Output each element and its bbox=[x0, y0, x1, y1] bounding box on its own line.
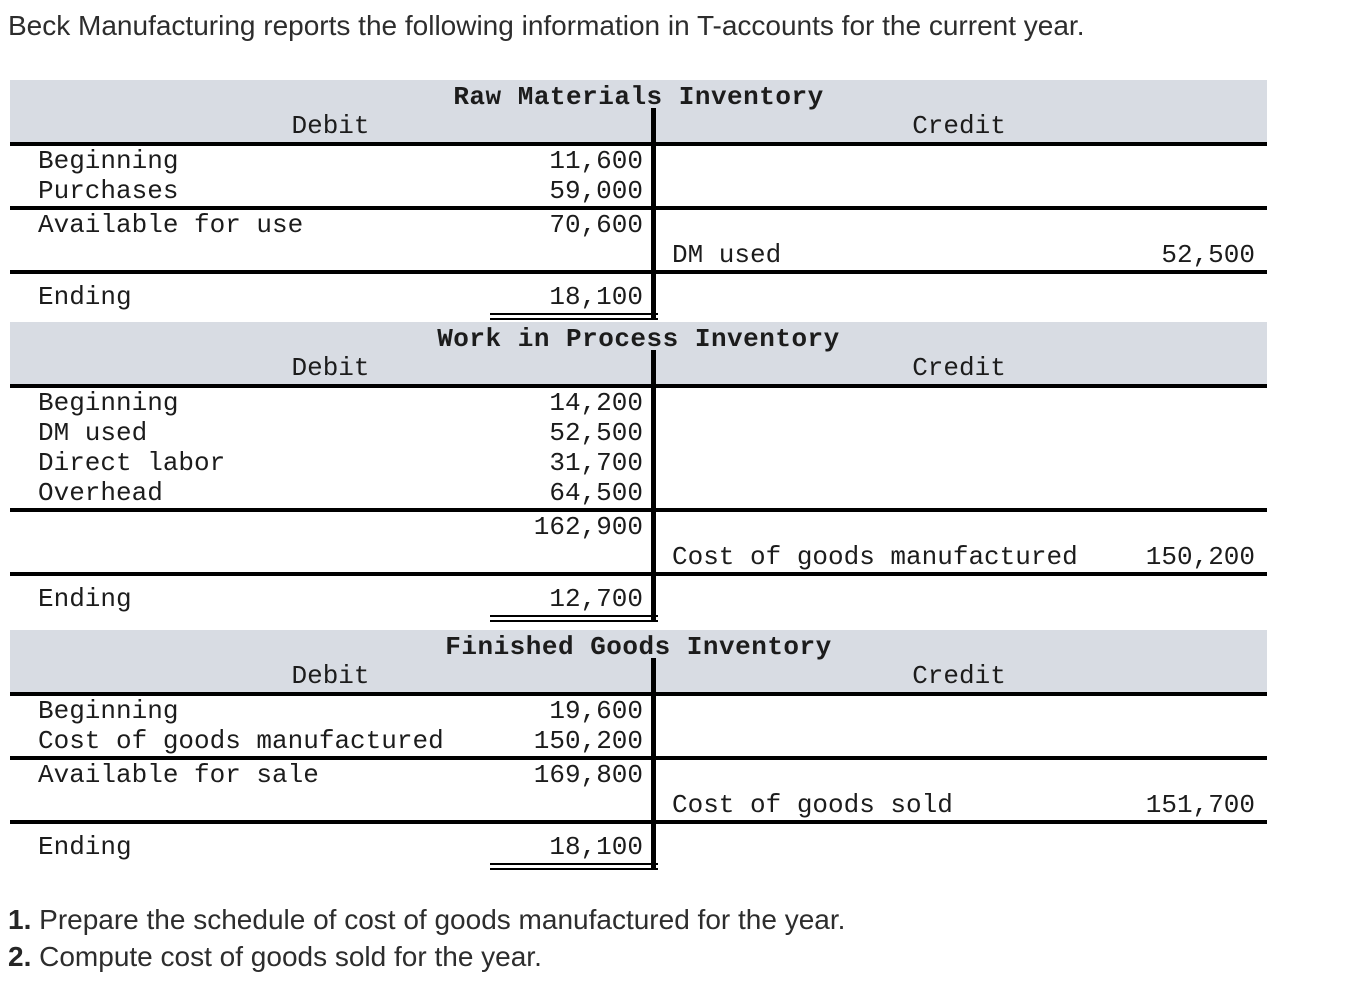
credit-column-header: Credit bbox=[912, 353, 1006, 383]
table-row: DM used 52,500 bbox=[10, 240, 1267, 270]
debit-column-header: Debit bbox=[291, 661, 370, 691]
section-rule bbox=[10, 206, 1267, 210]
entry-label: Beginning bbox=[38, 146, 179, 176]
entry-label: Purchases bbox=[38, 176, 179, 206]
entry-label: DM used bbox=[38, 418, 148, 448]
task-item-2: 2. Compute cost of goods sold for the ye… bbox=[8, 940, 542, 974]
entry-amount: 64,500 bbox=[549, 478, 643, 508]
entry-amount: 18,100 bbox=[549, 832, 643, 862]
account-header: Raw Materials Inventory Debit Credit bbox=[10, 80, 1267, 142]
entry-amount: 150,200 bbox=[533, 726, 643, 756]
table-row: Cost of goods manufactured 150,200 bbox=[10, 542, 1267, 572]
header-rule bbox=[10, 692, 1267, 696]
entry-amount: 169,800 bbox=[533, 760, 643, 790]
double-rule bbox=[490, 313, 658, 320]
column-header-row: Debit Credit bbox=[10, 354, 1267, 384]
entry-label: Overhead bbox=[38, 478, 163, 508]
account-header: Work in Process Inventory Debit Credit bbox=[10, 322, 1267, 384]
account-title: Raw Materials Inventory bbox=[453, 82, 824, 112]
header-rule bbox=[10, 142, 1267, 146]
t-divider-line bbox=[651, 350, 656, 622]
entry-amount: 19,600 bbox=[549, 696, 643, 726]
table-row: Available for sale 169,800 bbox=[10, 760, 1267, 790]
section-rule bbox=[10, 820, 1267, 824]
table-row: Cost of goods manufactured 150,200 bbox=[10, 726, 1267, 756]
entry-label: Cost of goods sold bbox=[672, 790, 953, 820]
column-header-row: Debit Credit bbox=[10, 112, 1267, 142]
entry-label: Ending bbox=[38, 832, 132, 862]
entry-label: Available for sale bbox=[38, 760, 319, 790]
ending-balance-row: Ending 18,100 bbox=[10, 824, 1267, 870]
entry-amount: 150,200 bbox=[1145, 542, 1255, 572]
entry-label: Cost of goods manufactured bbox=[38, 726, 444, 756]
section-rule bbox=[10, 508, 1267, 512]
table-row: Direct labor 31,700 bbox=[10, 448, 1267, 478]
header-rule bbox=[10, 384, 1267, 388]
t-divider-line bbox=[651, 658, 656, 870]
account-header: Finished Goods Inventory Debit Credit bbox=[10, 630, 1267, 692]
table-row: Available for use 70,600 bbox=[10, 210, 1267, 240]
table-row: Purchases 59,000 bbox=[10, 176, 1267, 206]
table-row: Beginning 11,600 bbox=[10, 146, 1267, 176]
entry-label: DM used bbox=[672, 240, 782, 270]
t-account-finished-goods: Finished Goods Inventory Debit Credit Be… bbox=[10, 630, 1267, 870]
task-number: 1. bbox=[8, 904, 32, 935]
entry-label: Beginning bbox=[38, 388, 179, 418]
section-rule bbox=[10, 756, 1267, 760]
ending-balance-row: Ending 12,700 bbox=[10, 576, 1267, 622]
entry-label: Ending bbox=[38, 282, 132, 312]
entry-amount: 59,000 bbox=[549, 176, 643, 206]
task-text: Prepare the schedule of cost of goods ma… bbox=[31, 904, 846, 935]
task-item-1: 1. Prepare the schedule of cost of goods… bbox=[8, 903, 845, 937]
entry-label: Beginning bbox=[38, 696, 179, 726]
ending-balance-row: Ending 18,100 bbox=[10, 274, 1267, 320]
section-rule bbox=[10, 270, 1267, 274]
table-row: Overhead 64,500 bbox=[10, 478, 1267, 508]
entry-amount: 14,200 bbox=[549, 388, 643, 418]
entry-amount: 52,500 bbox=[1161, 240, 1255, 270]
subtotal-row: 162,900 bbox=[10, 512, 1267, 542]
table-row: Cost of goods sold 151,700 bbox=[10, 790, 1267, 820]
t-account-work-in-process: Work in Process Inventory Debit Credit B… bbox=[10, 322, 1267, 622]
entry-amount: 31,700 bbox=[549, 448, 643, 478]
entry-amount: 11,600 bbox=[549, 146, 643, 176]
entry-amount: 162,900 bbox=[533, 512, 643, 542]
table-row: Beginning 14,200 bbox=[10, 388, 1267, 418]
double-rule bbox=[490, 863, 658, 870]
entry-amount: 18,100 bbox=[549, 282, 643, 312]
entry-amount: 52,500 bbox=[549, 418, 643, 448]
entry-amount: 12,700 bbox=[549, 584, 643, 614]
table-row: Beginning 19,600 bbox=[10, 696, 1267, 726]
entry-label: Ending bbox=[38, 584, 132, 614]
section-rule bbox=[10, 572, 1267, 576]
table-row: DM used 52,500 bbox=[10, 418, 1267, 448]
entry-label: Direct labor bbox=[38, 448, 226, 478]
debit-column-header: Debit bbox=[291, 111, 370, 141]
double-rule bbox=[490, 615, 658, 622]
entry-amount: 151,700 bbox=[1145, 790, 1255, 820]
entry-label: Available for use bbox=[38, 210, 304, 240]
t-account-raw-materials: Raw Materials Inventory Debit Credit Beg… bbox=[10, 80, 1267, 320]
account-title: Finished Goods Inventory bbox=[445, 632, 832, 662]
credit-column-header: Credit bbox=[912, 111, 1006, 141]
debit-column-header: Debit bbox=[291, 353, 370, 383]
credit-column-header: Credit bbox=[912, 661, 1006, 691]
column-header-row: Debit Credit bbox=[10, 662, 1267, 692]
entry-amount: 70,600 bbox=[549, 210, 643, 240]
entry-label: Cost of goods manufactured bbox=[672, 542, 1078, 572]
t-divider-line bbox=[651, 108, 656, 320]
task-text: Compute cost of goods sold for the year. bbox=[31, 941, 542, 972]
task-number: 2. bbox=[8, 941, 32, 972]
problem-intro-text: Beck Manufacturing reports the following… bbox=[8, 10, 1085, 41]
account-title: Work in Process Inventory bbox=[437, 324, 840, 354]
